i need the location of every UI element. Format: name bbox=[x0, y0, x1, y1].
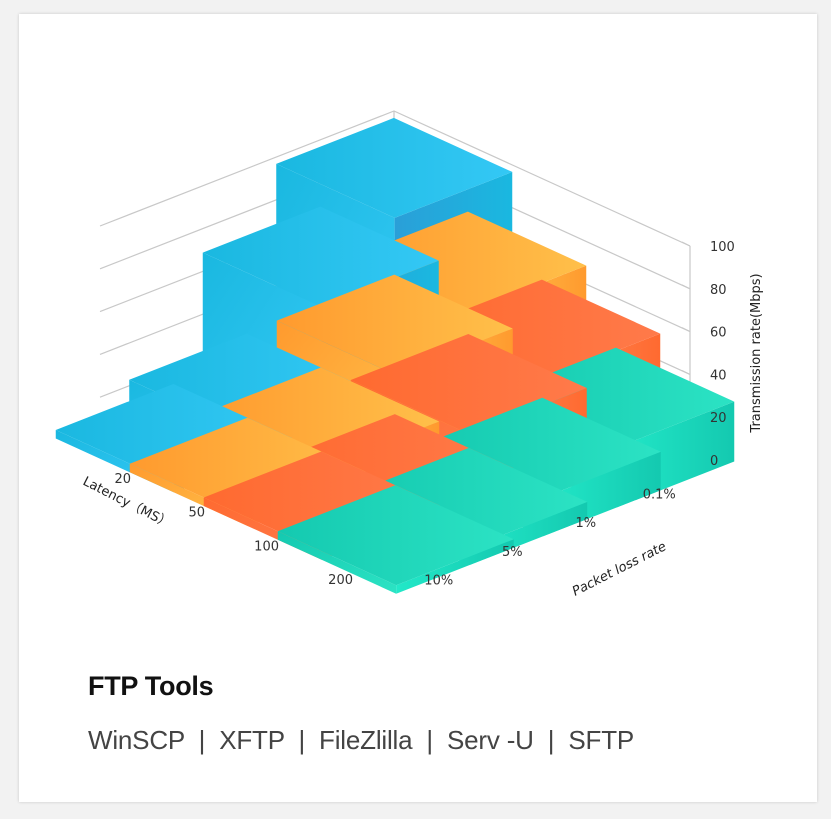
chart-bars bbox=[55, 117, 735, 594]
packet-tick-label: 1% bbox=[575, 516, 596, 531]
z-tick-label: 100 bbox=[710, 240, 735, 255]
z-tick-label: 0 bbox=[710, 454, 718, 469]
z-tick-label: 20 bbox=[710, 411, 727, 426]
packet-axis-title: Packet loss rate bbox=[570, 539, 669, 599]
packet-tick-label: 10% bbox=[424, 574, 453, 589]
latency-tick-label: 200 bbox=[328, 573, 353, 588]
z-tick-label: 40 bbox=[710, 368, 727, 383]
z-tick-label: 60 bbox=[710, 326, 727, 341]
z-tick-label: 80 bbox=[710, 283, 727, 298]
latency-tick-label: 50 bbox=[188, 506, 205, 521]
packet-tick-label: 0.1% bbox=[643, 487, 676, 502]
latency-tick-label: 100 bbox=[254, 539, 279, 554]
card-subtitle: WinSCP | XFTP | FileZlilla | Serv -U | S… bbox=[88, 725, 635, 755]
bar bbox=[277, 485, 514, 594]
card-title: FTP Tools bbox=[88, 671, 214, 701]
z-axis-title: Transmission rate(Mbps) bbox=[749, 273, 764, 433]
latency-tick-label: 20 bbox=[114, 472, 131, 487]
packet-tick-label: 5% bbox=[502, 545, 523, 560]
